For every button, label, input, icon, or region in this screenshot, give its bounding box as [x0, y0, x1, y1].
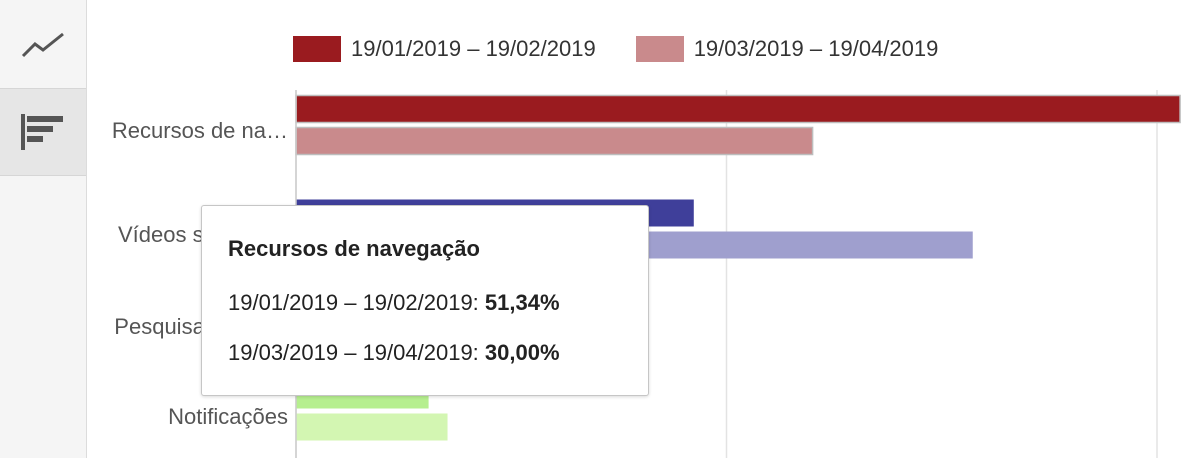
category-label-4: Notificações	[168, 404, 288, 429]
tooltip-title: Recursos de navegação	[228, 236, 480, 261]
chart-tooltip: Recursos de navegação 19/01/2019 – 19/02…	[201, 205, 649, 396]
legend-swatch-1	[293, 36, 341, 62]
tooltip-row-1-label: 19/01/2019 – 19/02/2019:	[228, 290, 485, 315]
legend-item-2[interactable]: 19/03/2019 – 19/04/2019	[635, 36, 939, 62]
bar-chart-icon	[21, 114, 63, 150]
legend-label-2: 19/03/2019 – 19/04/2019	[693, 36, 939, 61]
bar-chart-button[interactable]	[0, 88, 86, 176]
tooltip-row-1: 19/01/2019 – 19/02/2019: 51,34%	[228, 290, 622, 316]
category-label-1: Recursos de na…	[112, 118, 288, 143]
legend-swatch-2	[635, 36, 684, 62]
bar-4-series-2[interactable]	[296, 413, 448, 441]
chart-type-sidebar	[0, 0, 87, 458]
bar-1-series-1[interactable]	[295, 94, 1181, 124]
bar-1-series-2[interactable]	[295, 126, 814, 156]
line-chart-button[interactable]	[0, 2, 86, 88]
chart-legend: 19/01/2019 – 19/02/2019 19/03/2019 – 19/0…	[293, 36, 978, 62]
legend-item-1[interactable]: 19/01/2019 – 19/02/2019	[293, 36, 596, 62]
tooltip-row-2-value: 30,00%	[484, 340, 560, 365]
legend-label-1: 19/01/2019 – 19/02/2019	[351, 36, 596, 61]
tooltip-row-2-label: 19/03/2019 – 19/04/2019:	[228, 340, 485, 365]
line-chart-icon	[21, 32, 64, 58]
tooltip-row-2: 19/03/2019 – 19/04/2019: 30,00%	[228, 340, 622, 366]
tooltip-row-1-value: 51,34%	[484, 290, 560, 315]
